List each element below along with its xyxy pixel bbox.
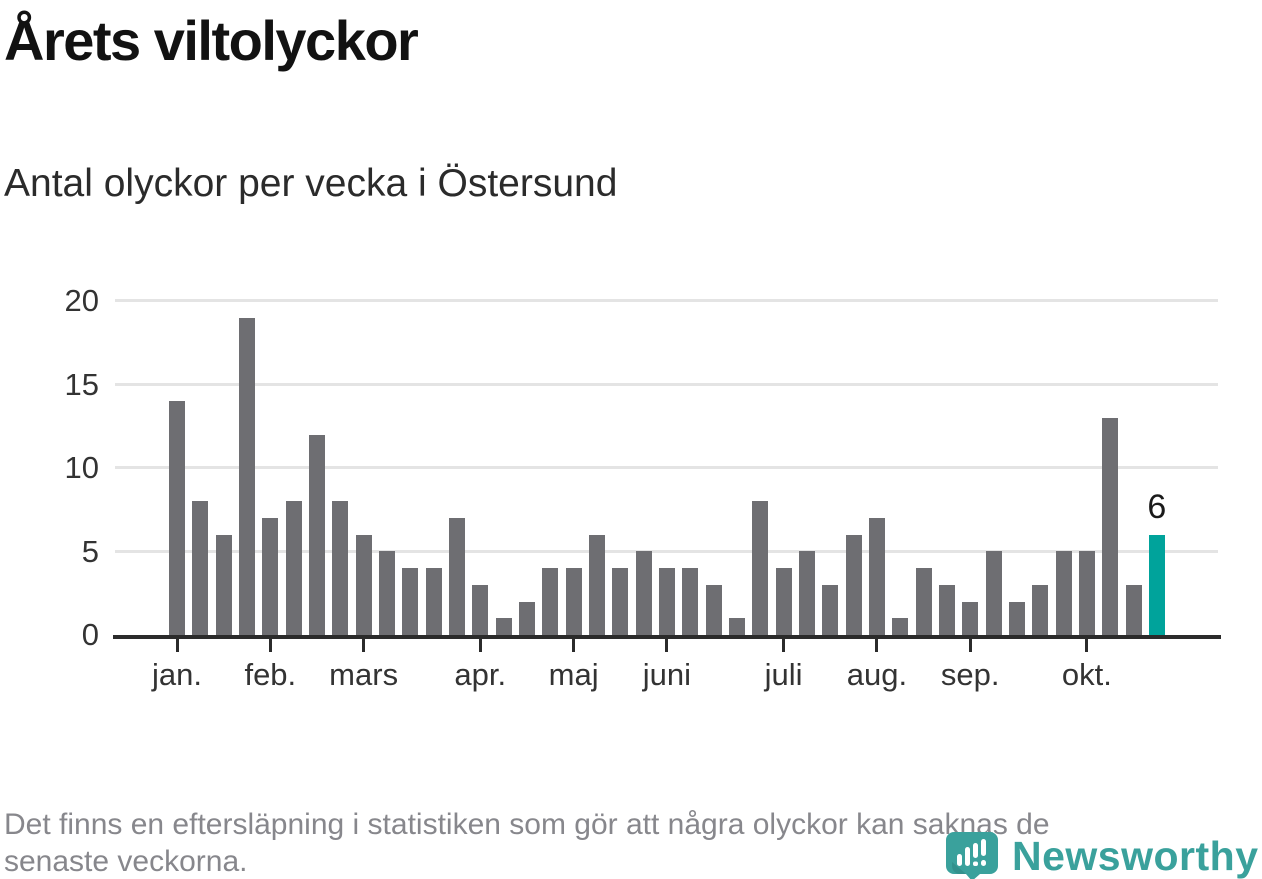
- bar-week-23: [682, 568, 699, 635]
- bar-week-35: [962, 602, 979, 635]
- bar-week-4: [238, 318, 255, 635]
- x-axis-label-okt: okt.: [1061, 657, 1112, 692]
- bar-week-9: [355, 535, 372, 635]
- bar-week-36: [985, 551, 1002, 635]
- bar-week-2: [192, 501, 209, 635]
- x-axis-label-feb: feb.: [244, 657, 297, 692]
- bar-week-27: [775, 568, 792, 635]
- newsworthy-wordmark: Newsworthy: [1012, 833, 1259, 879]
- bar-week-5: [262, 518, 279, 635]
- x-axis-line: [113, 635, 1221, 639]
- bar-week-22: [658, 568, 675, 635]
- bar-highlighted-current-week: [1148, 535, 1165, 635]
- x-axis-tick-mars: [362, 639, 366, 652]
- bar-week-40: [1078, 551, 1095, 635]
- x-axis-label-sep: sep.: [940, 657, 1000, 692]
- bar-chart-plot-area: 0 5 10 15 20 jan. feb. mars apr. maj juni juli aug. s…: [65, 283, 1221, 692]
- bar-week-12: [425, 568, 442, 635]
- bar-week-18: [565, 568, 582, 635]
- bar-week-30: [845, 535, 862, 635]
- source-footnote: Det finns en eftersläpning i statistiken…: [4, 806, 1050, 879]
- bar-week-26: [752, 501, 769, 635]
- bar-week-15: [495, 618, 512, 635]
- gridline-y-10: [115, 466, 1218, 469]
- gridline-y-5: [115, 549, 1218, 553]
- bar-week-42: [1125, 585, 1142, 635]
- bar-week-33: [915, 568, 932, 635]
- bar-week-17: [542, 568, 559, 635]
- gridline-y-15: [115, 382, 1218, 386]
- x-axis-label-maj: maj: [548, 657, 599, 692]
- bar-week-21: [635, 551, 652, 635]
- bar-week-11: [402, 568, 419, 635]
- bar-week-13: [448, 518, 465, 635]
- x-axis-label-juni: juni: [642, 657, 692, 692]
- y-axis-label-5: 5: [81, 533, 99, 569]
- x-axis-tick-jan: [175, 639, 179, 652]
- bar-week-34: [938, 585, 955, 635]
- bar-week-25: [728, 618, 745, 635]
- x-axis-tick-apr: [478, 639, 482, 652]
- bar-week-6: [285, 501, 302, 635]
- bar-week-28: [798, 551, 815, 635]
- x-axis-tick-juni: [665, 639, 669, 652]
- y-axis-label-0: 0: [81, 617, 99, 652]
- bar-week-24: [705, 585, 722, 635]
- x-axis-label-aug: aug.: [846, 657, 908, 692]
- gridline-y-20: [115, 299, 1218, 302]
- footnote-line-1: Det finns en eftersläpning i statistiken…: [4, 808, 1050, 841]
- x-axis-tick-feb: [268, 639, 272, 652]
- x-axis-label-apr: apr.: [454, 657, 507, 692]
- bar-week-31: [868, 518, 885, 635]
- bar-week-7: [308, 435, 325, 635]
- y-axis-label-10: 10: [64, 450, 99, 485]
- x-axis-tick-aug: [875, 639, 879, 652]
- chart-title: Årets viltolyckor: [4, 9, 419, 72]
- x-axis-tick-maj: [572, 639, 576, 652]
- chart-subtitle: Antal olyckor per vecka i Östersund: [4, 162, 618, 205]
- x-axis-label-jan: jan.: [152, 657, 202, 692]
- x-axis-tick-juli: [782, 639, 786, 652]
- y-axis-label-15: 15: [64, 366, 99, 402]
- bar-week-32: [892, 618, 909, 635]
- bar-week-3: [215, 535, 232, 635]
- y-axis-label-20: 20: [64, 283, 99, 318]
- newsworthy-logo: Newsworthy: [945, 832, 1259, 879]
- bar-week-8: [332, 501, 349, 635]
- x-axis-label-juli: juli: [764, 657, 803, 692]
- highlight-value-label: 6: [1147, 487, 1167, 526]
- bar-week-14: [472, 585, 489, 635]
- bar-week-38: [1032, 585, 1049, 635]
- bar-week-37: [1008, 602, 1025, 635]
- bar-week-29: [822, 585, 839, 635]
- x-axis-tick-okt: [1085, 639, 1089, 652]
- bar-week-39: [1055, 551, 1072, 635]
- x-axis-label-mars: mars: [329, 657, 399, 692]
- bar-week-41: [1102, 418, 1119, 635]
- bar-week-1: [169, 401, 185, 635]
- bar-week-10: [378, 551, 395, 635]
- bar-week-16: [518, 602, 535, 635]
- bar-week-19: [588, 535, 605, 635]
- bar-week-20: [612, 568, 629, 635]
- newsworthy-pin-barchart-icon: [946, 832, 998, 879]
- x-axis-tick-sep: [968, 639, 972, 652]
- footnote-line-2: senaste veckorna.: [4, 845, 248, 878]
